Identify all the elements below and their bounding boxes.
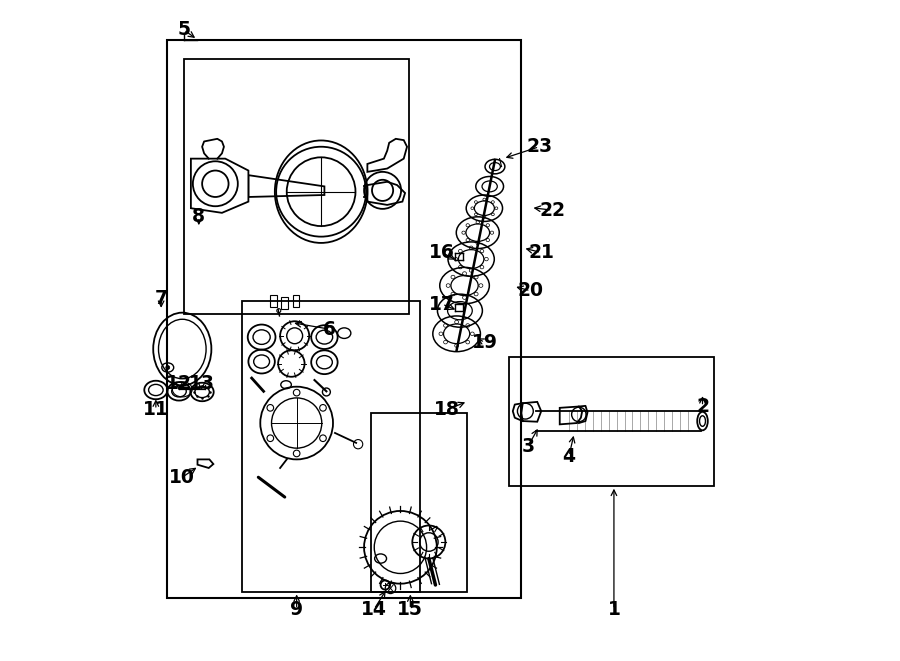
Polygon shape: [248, 175, 324, 197]
Polygon shape: [191, 159, 248, 213]
Text: 6: 6: [323, 320, 337, 338]
Text: 18: 18: [434, 401, 460, 419]
Text: 9: 9: [290, 600, 303, 619]
Circle shape: [166, 366, 170, 369]
Text: 15: 15: [398, 600, 423, 619]
Text: 17: 17: [429, 295, 455, 313]
Polygon shape: [367, 139, 407, 172]
Text: 11: 11: [143, 401, 168, 419]
Text: 2: 2: [696, 397, 709, 416]
Text: 10: 10: [169, 468, 195, 486]
Text: 1: 1: [608, 600, 620, 619]
Text: 14: 14: [361, 600, 387, 619]
Text: 13: 13: [188, 374, 214, 393]
Text: 19: 19: [472, 333, 498, 352]
Text: 8: 8: [193, 208, 205, 226]
Text: 22: 22: [539, 201, 565, 219]
Text: 21: 21: [528, 243, 554, 262]
Polygon shape: [560, 407, 582, 424]
Text: 7: 7: [155, 290, 167, 308]
Text: 3: 3: [521, 437, 535, 455]
Polygon shape: [367, 182, 405, 205]
Text: 5: 5: [177, 20, 190, 39]
Text: 16: 16: [429, 243, 455, 262]
Text: 23: 23: [526, 137, 553, 156]
Polygon shape: [521, 402, 541, 422]
Text: 12: 12: [166, 374, 192, 393]
Text: 20: 20: [518, 282, 544, 300]
Text: 4: 4: [562, 447, 575, 465]
